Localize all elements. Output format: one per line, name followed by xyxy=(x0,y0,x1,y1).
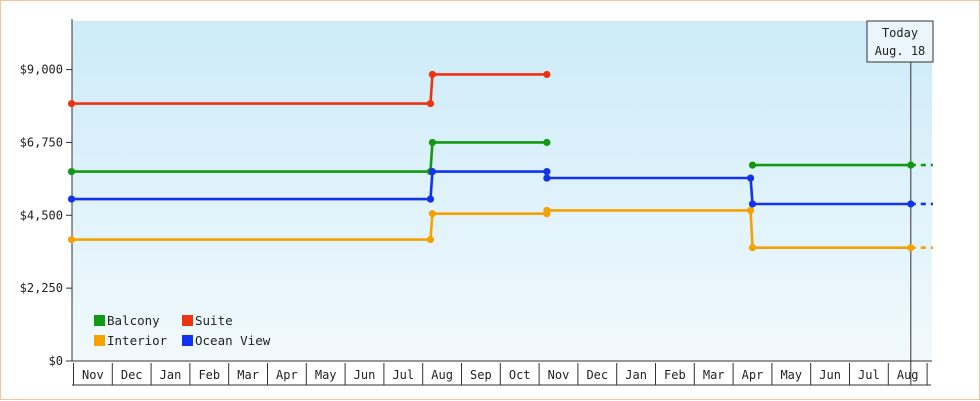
x-tick-label: Jan xyxy=(160,368,182,382)
data-point-ocean-view xyxy=(543,167,551,176)
data-point-balcony xyxy=(67,167,76,176)
axes: $0 $2,250 $4,500 $6,750 $9,000 Nov Dec Jan Feb Ma… xyxy=(20,19,932,386)
data-point-ocean-view xyxy=(426,195,435,203)
x-tick-label: May xyxy=(780,368,802,382)
data-point-ocean-view xyxy=(748,200,757,208)
x-tick-label: Mar xyxy=(237,368,259,382)
y-tick-label: $9,000 xyxy=(20,63,63,77)
x-tick-label: Aug xyxy=(897,368,919,382)
data-point-interior xyxy=(748,244,757,252)
legend-label-interior: Interior xyxy=(107,333,168,348)
data-point-suite xyxy=(67,99,76,108)
legend-swatch-suite xyxy=(182,315,193,326)
data-point-ocean-view xyxy=(543,174,551,182)
plot-background xyxy=(72,21,932,361)
x-tick-label: Jun xyxy=(354,368,376,382)
x-tick-label: Jun xyxy=(819,368,841,382)
data-point-balcony xyxy=(543,138,551,147)
data-point-suite xyxy=(426,99,435,108)
x-tick-label: Feb xyxy=(664,368,686,382)
x-tick-label: Apr xyxy=(742,368,764,382)
legend-label-ocean-view: Ocean View xyxy=(195,333,271,348)
data-point-interior xyxy=(426,235,435,244)
today-label: Today xyxy=(882,26,918,40)
series-group xyxy=(67,70,933,252)
y-tick-label: $6,750 xyxy=(20,135,63,149)
x-tick-label: Feb xyxy=(198,368,220,382)
data-point-balcony xyxy=(748,161,757,169)
x-tick-label: May xyxy=(315,368,337,382)
x-tick-label: Nov xyxy=(82,368,104,382)
series-line-balcony xyxy=(71,141,547,173)
legend-label-balcony: Balcony xyxy=(107,313,160,328)
legend-label-suite: Suite xyxy=(195,313,233,328)
x-tick-label: Dec xyxy=(121,368,143,382)
y-tick-label: $2,250 xyxy=(20,281,63,295)
legend-swatch-balcony xyxy=(94,315,105,326)
data-point-ocean-view xyxy=(428,167,436,176)
x-tick-label: Nov xyxy=(548,368,570,382)
data-point-balcony xyxy=(428,138,436,147)
x-tick-label: Dec xyxy=(586,368,608,382)
series-line-suite xyxy=(71,73,547,105)
data-point-interior xyxy=(746,206,755,215)
data-point-ocean-view xyxy=(746,174,755,182)
today-box xyxy=(866,20,934,63)
y-tick-label: $4,500 xyxy=(20,208,63,222)
x-tick-label: Oct xyxy=(509,368,531,382)
x-tick-label: Aug xyxy=(431,368,453,382)
x-tick-label: Jul xyxy=(392,368,414,382)
data-point-interior xyxy=(543,206,551,215)
x-tick-label: Mar xyxy=(703,368,725,382)
x-tick-label: Jul xyxy=(858,368,880,382)
today-date-label: Aug. 18 xyxy=(875,44,926,58)
legend-swatch-interior xyxy=(94,335,105,346)
data-point-interior xyxy=(428,210,436,218)
data-point-suite xyxy=(543,70,551,79)
y-tick-label: $0 xyxy=(49,354,63,368)
today-marker: Today Aug. 18 xyxy=(866,20,934,385)
legend-swatch-ocean-view xyxy=(182,335,193,346)
x-tick-label: Sep xyxy=(470,368,492,382)
x-tick-label: Jan xyxy=(625,368,647,382)
data-point-suite xyxy=(428,70,436,79)
data-point-interior xyxy=(67,235,76,244)
legend: Balcony Suite Interior Ocean View xyxy=(94,313,271,348)
data-point-ocean-view xyxy=(67,195,76,203)
x-tick-label: Apr xyxy=(276,368,298,382)
